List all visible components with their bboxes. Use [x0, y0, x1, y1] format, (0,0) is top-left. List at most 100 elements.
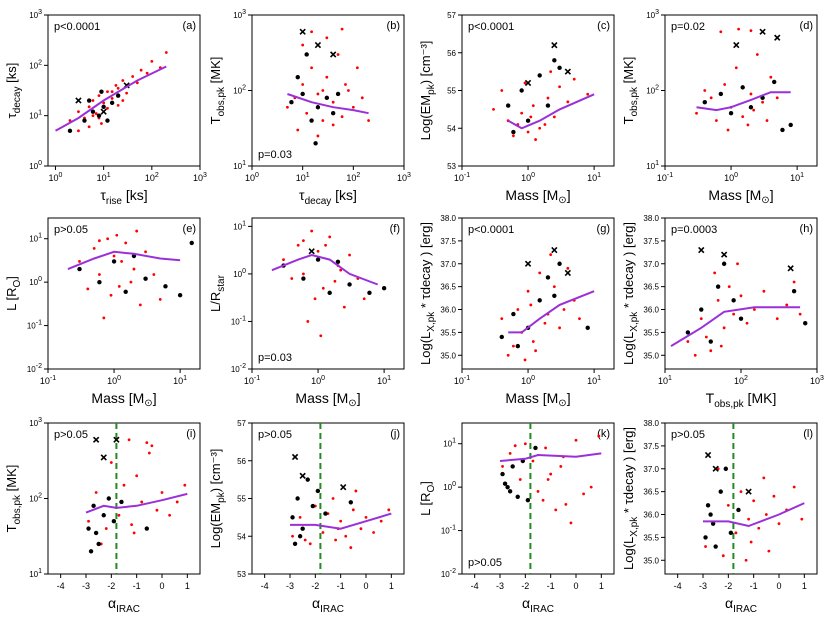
red-point: [752, 108, 756, 112]
x-tick-label: 1: [802, 581, 807, 591]
black-point: [736, 507, 741, 513]
red-point: [372, 531, 375, 534]
red-point: [767, 549, 771, 553]
x-axis-label: Mass [M⊙]: [708, 187, 773, 206]
red-point: [135, 229, 139, 233]
black-point: [519, 88, 524, 93]
red-point: [87, 105, 91, 109]
y-tick-label: 35.5: [643, 533, 659, 542]
red-point: [538, 271, 542, 275]
plot-frame: [47, 217, 201, 370]
black-point: [505, 103, 511, 108]
panel-i: -4 -3 -2 -1 0 1 101 102 103 (i) p>0.05 αIRAC Tobs,pk…: [4, 417, 201, 615]
y-tick-label: 54: [237, 532, 246, 541]
y-tick-label: 103: [646, 9, 659, 20]
x-axis-label: τdecay [ks]: [299, 187, 357, 207]
x-tick-label: 101: [587, 172, 601, 183]
red-point: [319, 334, 323, 338]
red-point: [726, 503, 730, 507]
x-tick-label: 102: [145, 172, 159, 183]
cross-stroke: [551, 42, 558, 49]
black-point: [545, 275, 551, 280]
red-point: [541, 498, 545, 502]
x-tick-label: -3: [699, 581, 707, 591]
cross-point: [564, 68, 571, 75]
black-point: [515, 343, 521, 349]
red-point: [699, 317, 703, 321]
x-tick-label: 10-1: [454, 172, 470, 183]
x-tick-label: 100: [724, 172, 738, 183]
red-point: [140, 500, 144, 504]
p-value: p<0.0001: [468, 224, 514, 236]
red-point: [138, 303, 142, 307]
red-point: [529, 115, 533, 119]
red-point: [150, 444, 154, 448]
red-point: [102, 316, 106, 320]
x-tick-label: -1: [750, 581, 758, 591]
red-point: [77, 129, 80, 133]
x-axis-label: Mass [M⊙]: [505, 187, 570, 206]
cross-stroke: [774, 34, 781, 41]
red-point: [761, 100, 764, 104]
red-point: [310, 66, 313, 70]
black-point: [740, 85, 745, 90]
black-point: [105, 118, 110, 123]
cross-point: [720, 251, 728, 258]
black-point: [718, 489, 723, 494]
red-point: [749, 29, 753, 33]
y-tick-label: 100: [29, 276, 42, 287]
panel-j: -4 -3 -2 -1 0 1 53 54 55 56 57 (j) p>0.05 αIRAC Log(EM…: [208, 419, 405, 615]
red-point: [121, 79, 125, 82]
red-point: [351, 508, 355, 512]
red-point: [531, 459, 535, 463]
cross-point: [299, 28, 306, 35]
x-tick-label: -3: [496, 581, 504, 591]
y-tick-label: 101: [233, 220, 246, 231]
p-value: p=0.03: [258, 149, 292, 161]
black-point: [381, 286, 387, 291]
black-point: [93, 530, 99, 536]
y-tick-label: 103: [29, 9, 42, 20]
red-point: [78, 260, 81, 263]
red-point: [772, 494, 776, 498]
x-tick-label: 100: [49, 172, 63, 183]
red-point: [331, 123, 335, 127]
red-point: [144, 250, 147, 254]
red-point: [387, 508, 391, 512]
red-point: [122, 483, 126, 487]
red-point: [785, 303, 789, 307]
cross-stroke: [524, 79, 532, 87]
black-point: [323, 511, 328, 516]
red-point: [704, 335, 708, 339]
red-point: [732, 312, 736, 316]
panel-label: (f): [390, 223, 400, 235]
y-tick-label: 101: [646, 160, 659, 171]
red-point: [578, 317, 581, 321]
red-point: [367, 119, 370, 122]
red-point: [114, 83, 118, 87]
red-point: [566, 266, 570, 270]
red-point: [749, 540, 753, 544]
red-point: [344, 534, 348, 538]
plot-frame: [664, 217, 818, 370]
black-point: [585, 325, 590, 331]
x-tick-label: 101: [587, 375, 601, 386]
red-point: [116, 86, 120, 90]
cross-point: [100, 108, 107, 115]
red-point: [716, 298, 720, 302]
plot-frame: [251, 422, 405, 575]
red-point: [110, 97, 114, 100]
red-point: [87, 125, 91, 129]
red-point: [348, 253, 351, 257]
y-tick-label: 57: [237, 419, 246, 428]
black-point: [505, 484, 510, 490]
red-point: [723, 83, 727, 86]
red-point: [150, 59, 154, 63]
p-value: p>0.05: [671, 429, 705, 441]
red-point: [131, 75, 135, 78]
red-point: [512, 344, 515, 348]
red-point: [347, 89, 350, 92]
red-point: [777, 522, 781, 526]
black-point: [713, 544, 718, 549]
